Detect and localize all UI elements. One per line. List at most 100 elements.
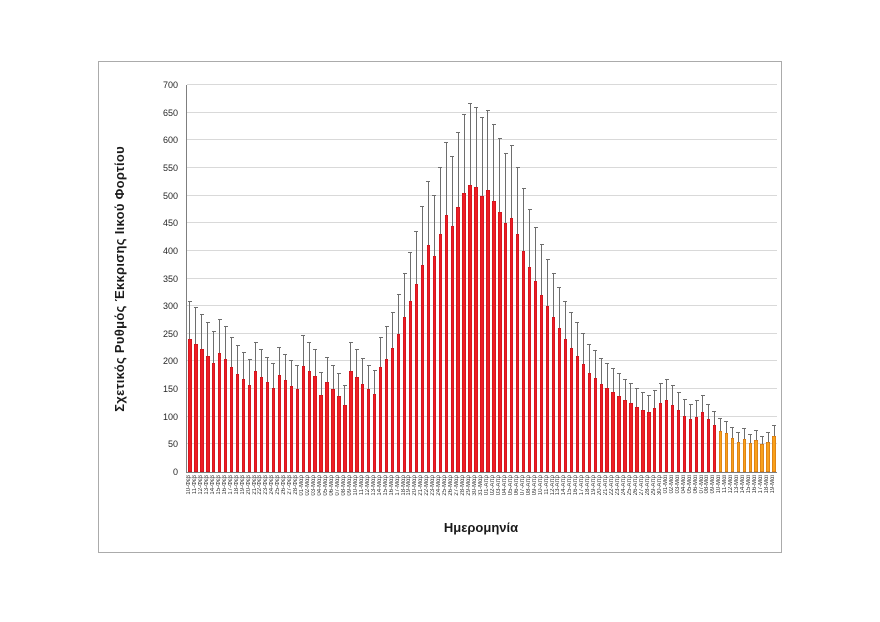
error-bar-cap [384, 326, 389, 328]
error-bar [749, 434, 751, 444]
error-bar-cap [462, 113, 467, 115]
error-bar-cap [527, 208, 532, 210]
error-bar [237, 345, 239, 374]
bar [450, 225, 454, 472]
error-bar-cap [348, 342, 353, 344]
bar [563, 339, 568, 472]
error-bar-cap [670, 384, 675, 386]
bar [349, 371, 353, 472]
error-bar-cap [223, 326, 228, 328]
error-bar [457, 132, 459, 207]
bar [438, 234, 442, 472]
bar [331, 389, 335, 472]
error-bar-cap [253, 342, 258, 344]
error-bar [451, 156, 453, 226]
bar [528, 267, 532, 472]
y-tick-label: 550 [162, 162, 178, 173]
bar [408, 300, 413, 472]
error-bar [624, 380, 626, 401]
error-bar-cap [503, 152, 508, 154]
bar [379, 366, 383, 472]
y-axis-title: Σχετικός Ρυθμός Έκκρισης Ιικού Φορτίου [101, 85, 137, 472]
y-tick-label: 450 [162, 218, 178, 229]
error-bar-cap [408, 251, 413, 253]
y-tick-label: 600 [162, 135, 178, 146]
error-bar [707, 404, 709, 420]
bar [235, 373, 240, 472]
error-bar [290, 361, 292, 386]
bar [760, 444, 764, 472]
error-bar-cap [372, 370, 377, 372]
bar [188, 339, 192, 472]
bar [641, 410, 645, 472]
error-bar [672, 385, 674, 405]
error-bar [409, 252, 411, 301]
error-bar-cap [378, 336, 383, 338]
bar [593, 378, 597, 472]
error-bar [696, 401, 698, 417]
error-bar-cap [682, 398, 687, 400]
bar [206, 355, 210, 472]
error-bar [761, 436, 763, 445]
error-bar-cap [366, 364, 371, 366]
bar [456, 206, 460, 472]
error-bar-cap [676, 391, 681, 393]
error-bar-cap [438, 166, 443, 168]
bar [676, 410, 681, 472]
error-bar-cap [521, 187, 526, 189]
bar [587, 372, 591, 472]
error-bar-cap [766, 432, 771, 434]
error-bar [576, 323, 578, 356]
bar [230, 366, 234, 472]
error-bar-cap [730, 427, 735, 429]
error-bar [213, 332, 215, 363]
error-bar [660, 383, 662, 403]
bar [712, 425, 717, 472]
bar [468, 184, 472, 472]
error-bar-cap [706, 403, 711, 405]
error-bar-cap [265, 356, 270, 358]
error-bar [219, 319, 221, 354]
bar [420, 264, 425, 472]
error-bar-cap [456, 131, 461, 133]
plot-area [186, 84, 777, 473]
error-bar-cap [664, 379, 669, 381]
error-bar-cap [211, 331, 216, 333]
error-bar-cap [772, 425, 777, 427]
error-bar [523, 188, 525, 251]
error-bar [564, 302, 566, 340]
bar [492, 201, 496, 472]
error-bar [320, 373, 322, 395]
bar [569, 347, 574, 472]
error-bar-cap [742, 428, 747, 430]
error-bar [582, 333, 584, 365]
error-bar-cap [575, 322, 580, 324]
error-bar-cap [497, 138, 502, 140]
error-bar-cap [485, 109, 490, 111]
bar [402, 317, 407, 472]
bar [325, 382, 329, 472]
error-bar-cap [295, 364, 300, 366]
error-bar [475, 107, 477, 188]
error-bar-cap [277, 346, 282, 348]
error-bar [654, 390, 656, 409]
error-bar-cap [509, 145, 514, 147]
error-bar-cap [623, 379, 628, 381]
error-bar [600, 358, 602, 384]
error-bar [547, 259, 549, 307]
error-bar [767, 433, 769, 442]
bar [480, 195, 484, 472]
error-bar [648, 395, 650, 413]
error-bar-cap [563, 301, 568, 303]
bar [629, 402, 633, 472]
error-bar [702, 395, 703, 413]
error-bar-cap [533, 226, 538, 228]
error-bar-cap [688, 403, 693, 405]
error-bar-cap [694, 400, 699, 402]
error-bar-cap [229, 336, 234, 338]
error-bar [541, 245, 543, 296]
error-bar [231, 337, 233, 367]
error-bar [553, 274, 554, 318]
error-bar [278, 347, 280, 375]
bar [611, 391, 615, 472]
